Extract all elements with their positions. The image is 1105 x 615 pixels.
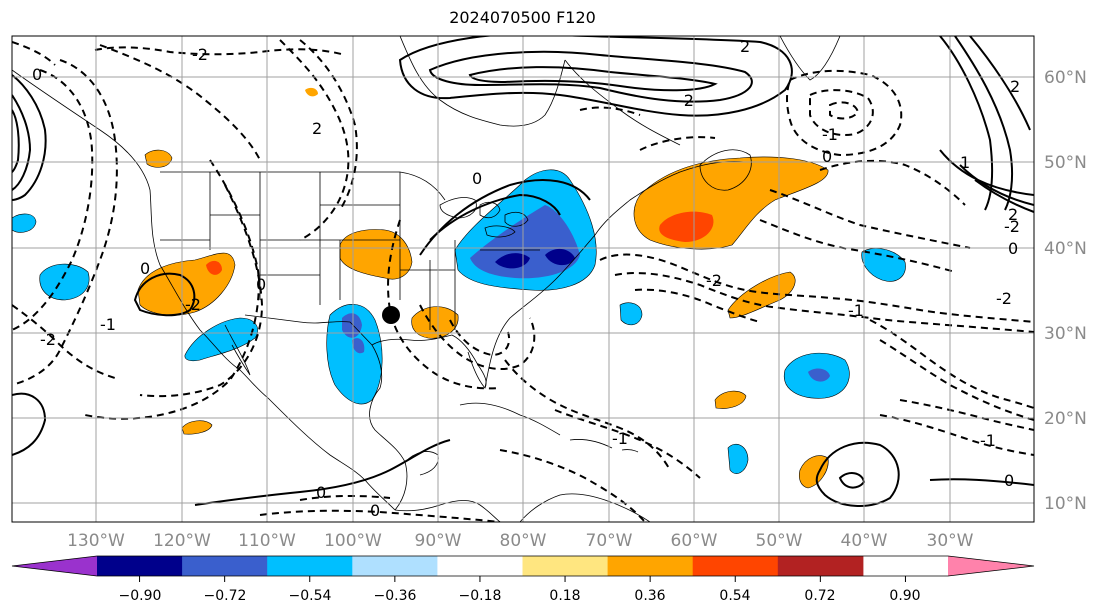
colorbar: −0.90 −0.72 −0.54 −0.36 −0.18 0.18 0.36 …	[11, 555, 1035, 604]
storm-center-marker	[382, 306, 400, 324]
contour-lines	[12, 36, 1034, 522]
colorbar-tick-label: 0.18	[549, 588, 580, 604]
colorbar-segment	[607, 556, 694, 576]
map-frame	[11, 35, 1035, 523]
lat-label: 30°N	[1044, 324, 1087, 344]
lon-label: 100°W	[324, 531, 382, 551]
contour-label: -1	[980, 431, 996, 450]
graticule	[12, 36, 1034, 522]
lon-label: 80°W	[500, 531, 547, 551]
lat-label: 50°N	[1044, 153, 1087, 173]
colorbar-tick-label: −0.54	[289, 588, 332, 604]
map-title: 2024070500 F120	[449, 8, 596, 27]
contour-label: 0	[256, 275, 266, 294]
contour-label: 0	[32, 65, 42, 84]
contour-label: 2	[740, 37, 750, 56]
contour-label: 0	[316, 483, 326, 502]
lon-label: 50°W	[756, 531, 803, 551]
lon-label: 120°W	[153, 531, 211, 551]
colorbar-segment	[182, 556, 268, 576]
contour-label: -1	[100, 315, 116, 334]
colorbar-tick-label: 0.90	[889, 588, 920, 604]
contour-label: 0	[140, 259, 150, 278]
lon-label: 60°W	[671, 531, 718, 551]
lon-label: 30°W	[927, 531, 974, 551]
colorbar-right-extend	[948, 556, 1034, 576]
contour-label: 2	[1008, 205, 1018, 224]
contour-label: 0	[1004, 471, 1014, 490]
lat-label: 40°N	[1044, 239, 1087, 259]
colorbar-segment	[437, 556, 523, 576]
contour-labels: -2 0 -2 2 0 -1 -2 0 -2 0 1 2 -2 0 -1 -2 …	[32, 37, 1020, 520]
lon-label: 110°W	[238, 531, 296, 551]
colorbar-tick-label: 0.72	[804, 588, 835, 604]
contour-label: 2	[312, 119, 322, 138]
contour-label: -1	[848, 301, 864, 320]
latitude-labels: 60°N 50°N 40°N 30°N 20°N 10°N	[1044, 68, 1087, 514]
colorbar-tick-label: 0.54	[719, 588, 750, 604]
colorbar-segment	[352, 556, 438, 576]
lon-label: 130°W	[67, 531, 125, 551]
colorbar-left-extend	[12, 556, 97, 576]
longitude-labels: 130°W 120°W 110°W 100°W 90°W 80°W 70°W 6…	[67, 531, 974, 551]
lat-label: 10°N	[1044, 494, 1087, 514]
colorbar-tick-label: −0.18	[459, 588, 502, 604]
contour-label: -2	[40, 330, 56, 349]
lat-label: 20°N	[1044, 409, 1087, 429]
colorbar-tick-label: −0.72	[204, 588, 247, 604]
contour-label: -1	[822, 125, 838, 144]
contour-label: -2	[185, 295, 201, 314]
contour-label: -2	[678, 91, 694, 110]
contour-label: -2	[706, 271, 722, 290]
contour-label: -2	[192, 45, 208, 64]
colorbar-segment	[692, 556, 779, 576]
colorbar-segment	[97, 556, 183, 576]
lon-label: 90°W	[415, 531, 462, 551]
shaded-anomalies	[12, 87, 906, 489]
contour-label: -2	[1004, 217, 1020, 236]
colorbar-tick-label: −0.36	[374, 588, 417, 604]
colorbar-segment	[777, 556, 864, 576]
contour-label: -1	[612, 429, 628, 448]
contour-label: 1	[960, 153, 970, 172]
contour-label: 0	[472, 169, 482, 188]
colorbar-segment	[267, 556, 353, 576]
contour-label: 2	[1010, 77, 1020, 96]
colorbar-tick-label: −0.90	[119, 588, 162, 604]
colorbar-segment	[522, 556, 609, 576]
colorbar-tick-label: 0.36	[634, 588, 665, 604]
contour-label: 0	[370, 501, 380, 520]
lon-label: 70°W	[586, 531, 633, 551]
colorbar-tick-labels: −0.90 −0.72 −0.54 −0.36 −0.18 0.18 0.36 …	[119, 588, 921, 604]
contour-label: -2	[996, 289, 1012, 308]
contour-label: 0	[822, 147, 832, 166]
lon-label: 40°W	[841, 531, 888, 551]
lat-label: 60°N	[1044, 68, 1087, 88]
contour-label: 0	[1008, 239, 1018, 258]
